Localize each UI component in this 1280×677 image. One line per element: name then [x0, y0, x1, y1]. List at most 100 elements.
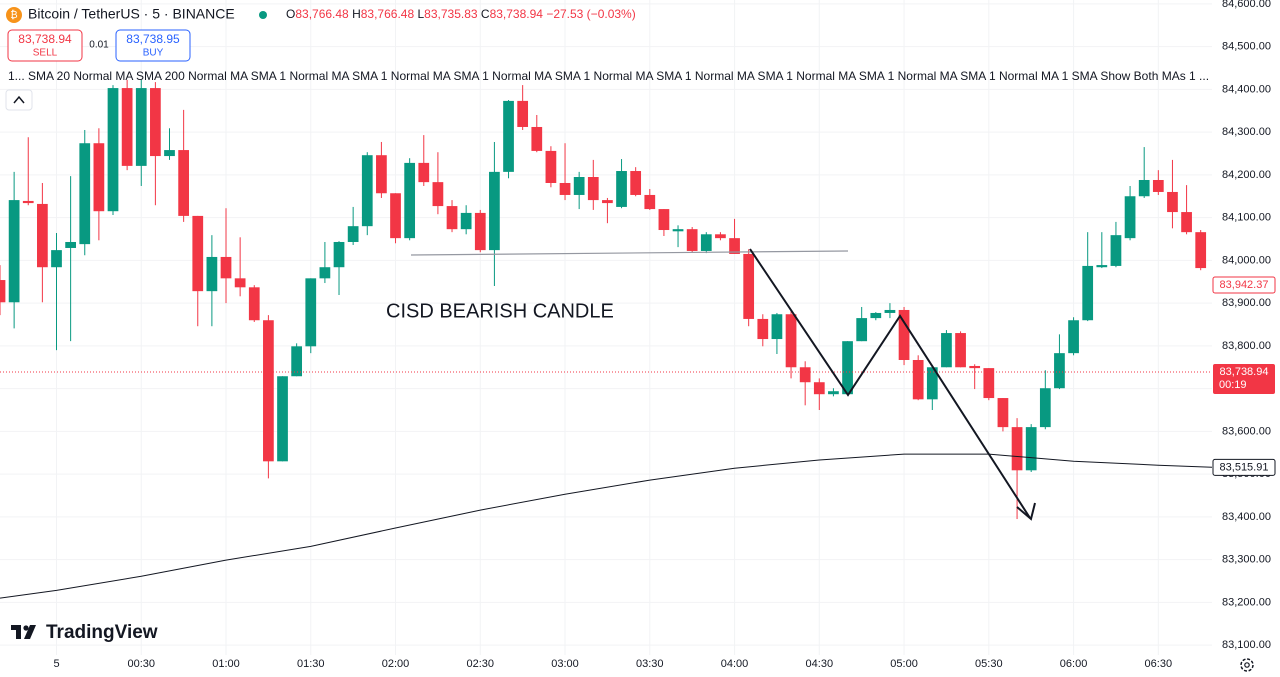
grid [0, 0, 1212, 655]
candle-body [418, 162, 430, 183]
buy-box[interactable] [115, 29, 191, 62]
settings-button[interactable] [1240, 658, 1254, 672]
candle-body [1054, 353, 1065, 389]
x-tick-label: 00:30 [127, 658, 155, 670]
sell-label[interactable]: SELL [33, 48, 58, 59]
x-tick-label: 04:30 [806, 658, 834, 670]
change: −27.53 (−0.03%) [546, 7, 635, 21]
status-dot [259, 11, 267, 19]
candle-body [602, 200, 613, 204]
x-tick-label: 5 [53, 658, 59, 670]
y-tick-label: 84,200.00 [1222, 169, 1271, 181]
ohlc-value: 83,738.94 [490, 7, 544, 21]
x-tick-label: 02:00 [382, 658, 410, 670]
candle-body [305, 278, 317, 347]
price-tag-label: 83,942.37 [1220, 279, 1269, 291]
x-tick-label: 03:30 [636, 658, 664, 670]
candle-body [1138, 179, 1150, 197]
candle-body [884, 309, 896, 313]
candle-body [517, 100, 529, 127]
ohlc-key: O [286, 7, 295, 21]
collapse-icon[interactable] [13, 95, 25, 104]
candle-body [1082, 265, 1094, 321]
candle-body [446, 206, 458, 230]
candle-body [757, 318, 769, 340]
candle-body [1011, 427, 1023, 471]
candle-body [404, 162, 416, 239]
candle-body [1195, 232, 1207, 269]
logo: TradingView [11, 622, 158, 643]
candle-body [1039, 388, 1051, 428]
candle-body [1167, 191, 1178, 213]
logo-mark [23, 625, 29, 631]
gear-icon[interactable] [1244, 662, 1250, 668]
candle-body [799, 367, 811, 383]
ohlc-value: 83,766.48 [361, 7, 415, 21]
level-line [410, 250, 849, 256]
buy-label[interactable]: BUY [143, 48, 164, 59]
candle-body [0, 280, 6, 303]
y-tick-label: 83,800.00 [1222, 340, 1271, 352]
candle-body [51, 250, 62, 268]
candle-body [503, 100, 514, 172]
x-tick-label: 01:00 [212, 658, 240, 670]
candle-body [164, 150, 175, 157]
candle-body [150, 88, 161, 157]
y-tick-label: 84,400.00 [1222, 83, 1271, 95]
candle-body [234, 278, 246, 288]
y-tick-label: 83,200.00 [1222, 596, 1271, 608]
candle-body [192, 215, 204, 292]
candle-body [22, 200, 34, 204]
price-tag-timer: 00:19 [1219, 379, 1247, 391]
candle-body [1152, 179, 1164, 192]
logo-text: TradingView [46, 622, 158, 643]
candle-body [135, 88, 147, 166]
annotation: CISD BEARISH CANDLE [386, 300, 614, 322]
spread: 0.01 [89, 40, 109, 51]
candle-body [531, 126, 543, 151]
candle-body [121, 88, 133, 166]
candle-body [319, 267, 331, 279]
candle-body [107, 88, 119, 212]
buy-button[interactable]: 83,738.95 BUY [115, 29, 191, 62]
x-tick-label: 05:00 [890, 658, 918, 670]
y-tick-label: 83,600.00 [1222, 425, 1271, 437]
collapse-box[interactable] [5, 89, 33, 111]
ohlc-value: 83,735.83 [424, 7, 478, 21]
candle-body [489, 171, 500, 251]
candle-body [616, 171, 627, 207]
candle-body [559, 182, 571, 195]
candle-body [743, 253, 755, 319]
gear-icon[interactable] [1240, 658, 1254, 672]
x-tick-label: 06:30 [1145, 658, 1173, 670]
candle-body [206, 256, 218, 292]
sell-price[interactable]: 83,738.94 [18, 32, 72, 46]
candle-body [277, 376, 288, 462]
candle-body [37, 203, 48, 268]
candle-body [686, 229, 698, 251]
candle-body [672, 229, 684, 232]
candle-body [460, 212, 472, 230]
candle-body [644, 194, 656, 210]
sell-box[interactable] [7, 29, 83, 62]
candle-body [926, 367, 938, 400]
ohlc-value: 83,766.48 [295, 7, 349, 21]
collapse-button[interactable] [5, 89, 33, 111]
candle-body [361, 155, 373, 227]
candle-body [700, 234, 712, 251]
candle-body [474, 212, 486, 251]
symbol-icon-glyph: ₿ [10, 9, 17, 21]
ohlc-key: C [481, 7, 490, 21]
candle-body [828, 391, 839, 395]
logo-mark [11, 625, 21, 639]
y-tick-label: 84,500.00 [1222, 41, 1271, 53]
buy-price[interactable]: 83,738.95 [126, 32, 180, 46]
candle-body [983, 368, 995, 399]
arrow-head [1016, 502, 1036, 521]
candle-body [291, 346, 303, 377]
ohlc-key: H [352, 7, 361, 21]
plot-area [0, 79, 1213, 599]
sell-button[interactable]: 83,738.94 SELL [7, 29, 83, 62]
ohlc-key: L [417, 7, 424, 21]
